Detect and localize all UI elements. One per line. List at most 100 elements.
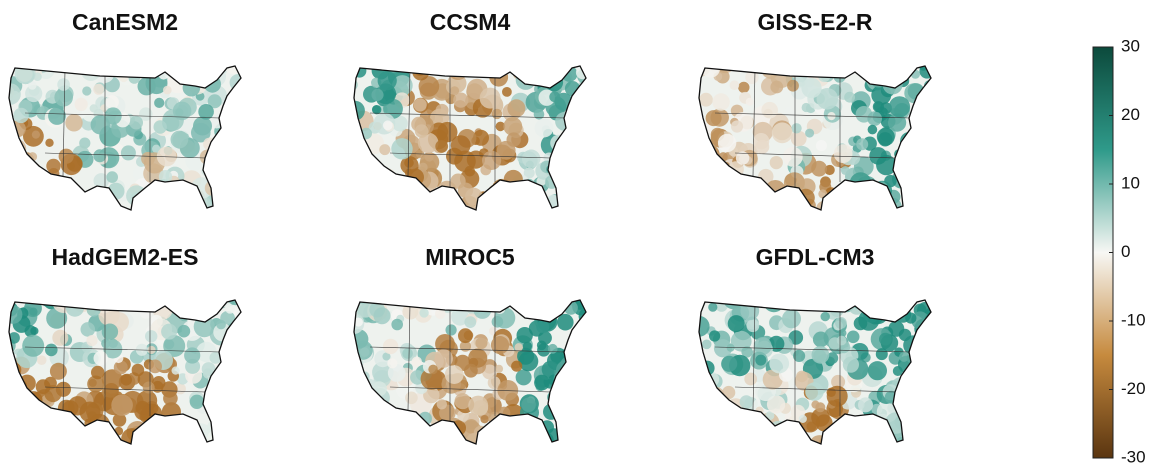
map-patch: [883, 439, 894, 444]
map-patch: [522, 149, 541, 168]
map-patch: [190, 425, 200, 435]
map-title: GISS-E2-R: [757, 9, 872, 35]
map-patch: [741, 300, 758, 305]
map-patch: [492, 433, 513, 444]
map-patch: [172, 101, 192, 121]
state-line: [714, 346, 911, 353]
map-patch: [163, 391, 178, 406]
map-patch: [136, 427, 147, 438]
map-patch: [456, 66, 475, 75]
map-patch: [22, 186, 35, 199]
map-patch: [412, 433, 423, 444]
map-patch: [729, 185, 749, 206]
map-patch: [703, 415, 725, 436]
map-patch: [745, 97, 754, 106]
map-patch: [9, 180, 18, 200]
map-patch: [877, 438, 898, 444]
map-patch: [373, 439, 388, 444]
map-patch: [93, 83, 105, 95]
map-patch: [573, 430, 585, 442]
map-patch: [57, 78, 70, 91]
map-patch: [392, 75, 413, 96]
map-patch: [392, 179, 407, 193]
map-patch: [223, 167, 241, 185]
map-patch: [741, 434, 753, 444]
map-patch: [215, 434, 231, 444]
map-patch: [565, 114, 579, 128]
map-patch: [391, 138, 413, 160]
map-patch: [485, 51, 499, 65]
map-patch: [97, 199, 106, 208]
map-patch: [842, 356, 859, 373]
map-patch: [770, 80, 784, 94]
map-patch: [787, 203, 804, 210]
map-patch: [746, 66, 761, 71]
colorbar-tick-label: 20: [1121, 105, 1140, 124]
map-patch: [376, 179, 397, 200]
map-patch: [760, 66, 778, 75]
map-patch: [223, 161, 237, 176]
map-patch: [157, 428, 173, 443]
map-patch: [702, 167, 715, 180]
map: [353, 51, 587, 211]
map-patch: [791, 435, 804, 444]
map-patch: [542, 308, 555, 320]
map-patch: [414, 300, 426, 307]
map-patch: [568, 403, 578, 413]
map-patch: [74, 97, 88, 111]
map-patch: [157, 66, 180, 77]
map-patch: [211, 376, 231, 395]
map-patch: [373, 307, 391, 325]
map-patch: [910, 66, 927, 67]
map-patch: [207, 66, 220, 72]
map-patch: [785, 195, 798, 208]
map-patch: [762, 369, 783, 390]
map-patch: [844, 91, 855, 103]
map-patch: [741, 346, 753, 358]
map-patch: [915, 105, 931, 127]
map-patch: [521, 66, 535, 73]
map-patch: [58, 148, 74, 164]
map-patch: [418, 411, 432, 426]
map-patch: [516, 327, 533, 344]
map-patch: [793, 349, 806, 362]
map-patch: [506, 195, 527, 210]
map-patch: [18, 53, 29, 64]
map-patch: [159, 200, 170, 210]
map-patch: [487, 184, 505, 202]
map-patch: [454, 393, 471, 410]
map-patch: [719, 208, 739, 210]
map-patch: [895, 398, 905, 408]
map-patch: [104, 107, 122, 125]
map-patch: [532, 300, 545, 302]
map-patch: [572, 183, 583, 194]
colorbar-tick-label: -30: [1121, 447, 1146, 466]
map-patch: [928, 173, 931, 184]
map-patch: [563, 389, 584, 410]
map-patch: [108, 207, 125, 210]
map-patch: [869, 68, 883, 82]
map-patch: [758, 425, 771, 438]
map-patch: [479, 87, 501, 109]
map-patch: [424, 152, 434, 162]
state-line: [44, 152, 206, 159]
map-patch: [370, 191, 389, 210]
map-patch: [699, 200, 706, 210]
map-patch: [387, 358, 398, 369]
map-patch: [165, 196, 177, 208]
map-patch: [512, 66, 527, 80]
map-patch: [843, 300, 862, 303]
map-patch: [494, 364, 504, 373]
map-patch: [818, 189, 828, 199]
map-patch: [209, 300, 223, 307]
map-patch: [767, 203, 781, 210]
map-patch: [435, 140, 449, 153]
map-patch: [101, 323, 119, 340]
map-patch: [11, 402, 29, 420]
map-patch: [533, 109, 545, 120]
map-patch: [578, 104, 586, 119]
map-patch: [201, 362, 216, 376]
map-outline: [353, 299, 587, 445]
map-patch: [354, 439, 367, 444]
map-patch: [482, 150, 502, 170]
